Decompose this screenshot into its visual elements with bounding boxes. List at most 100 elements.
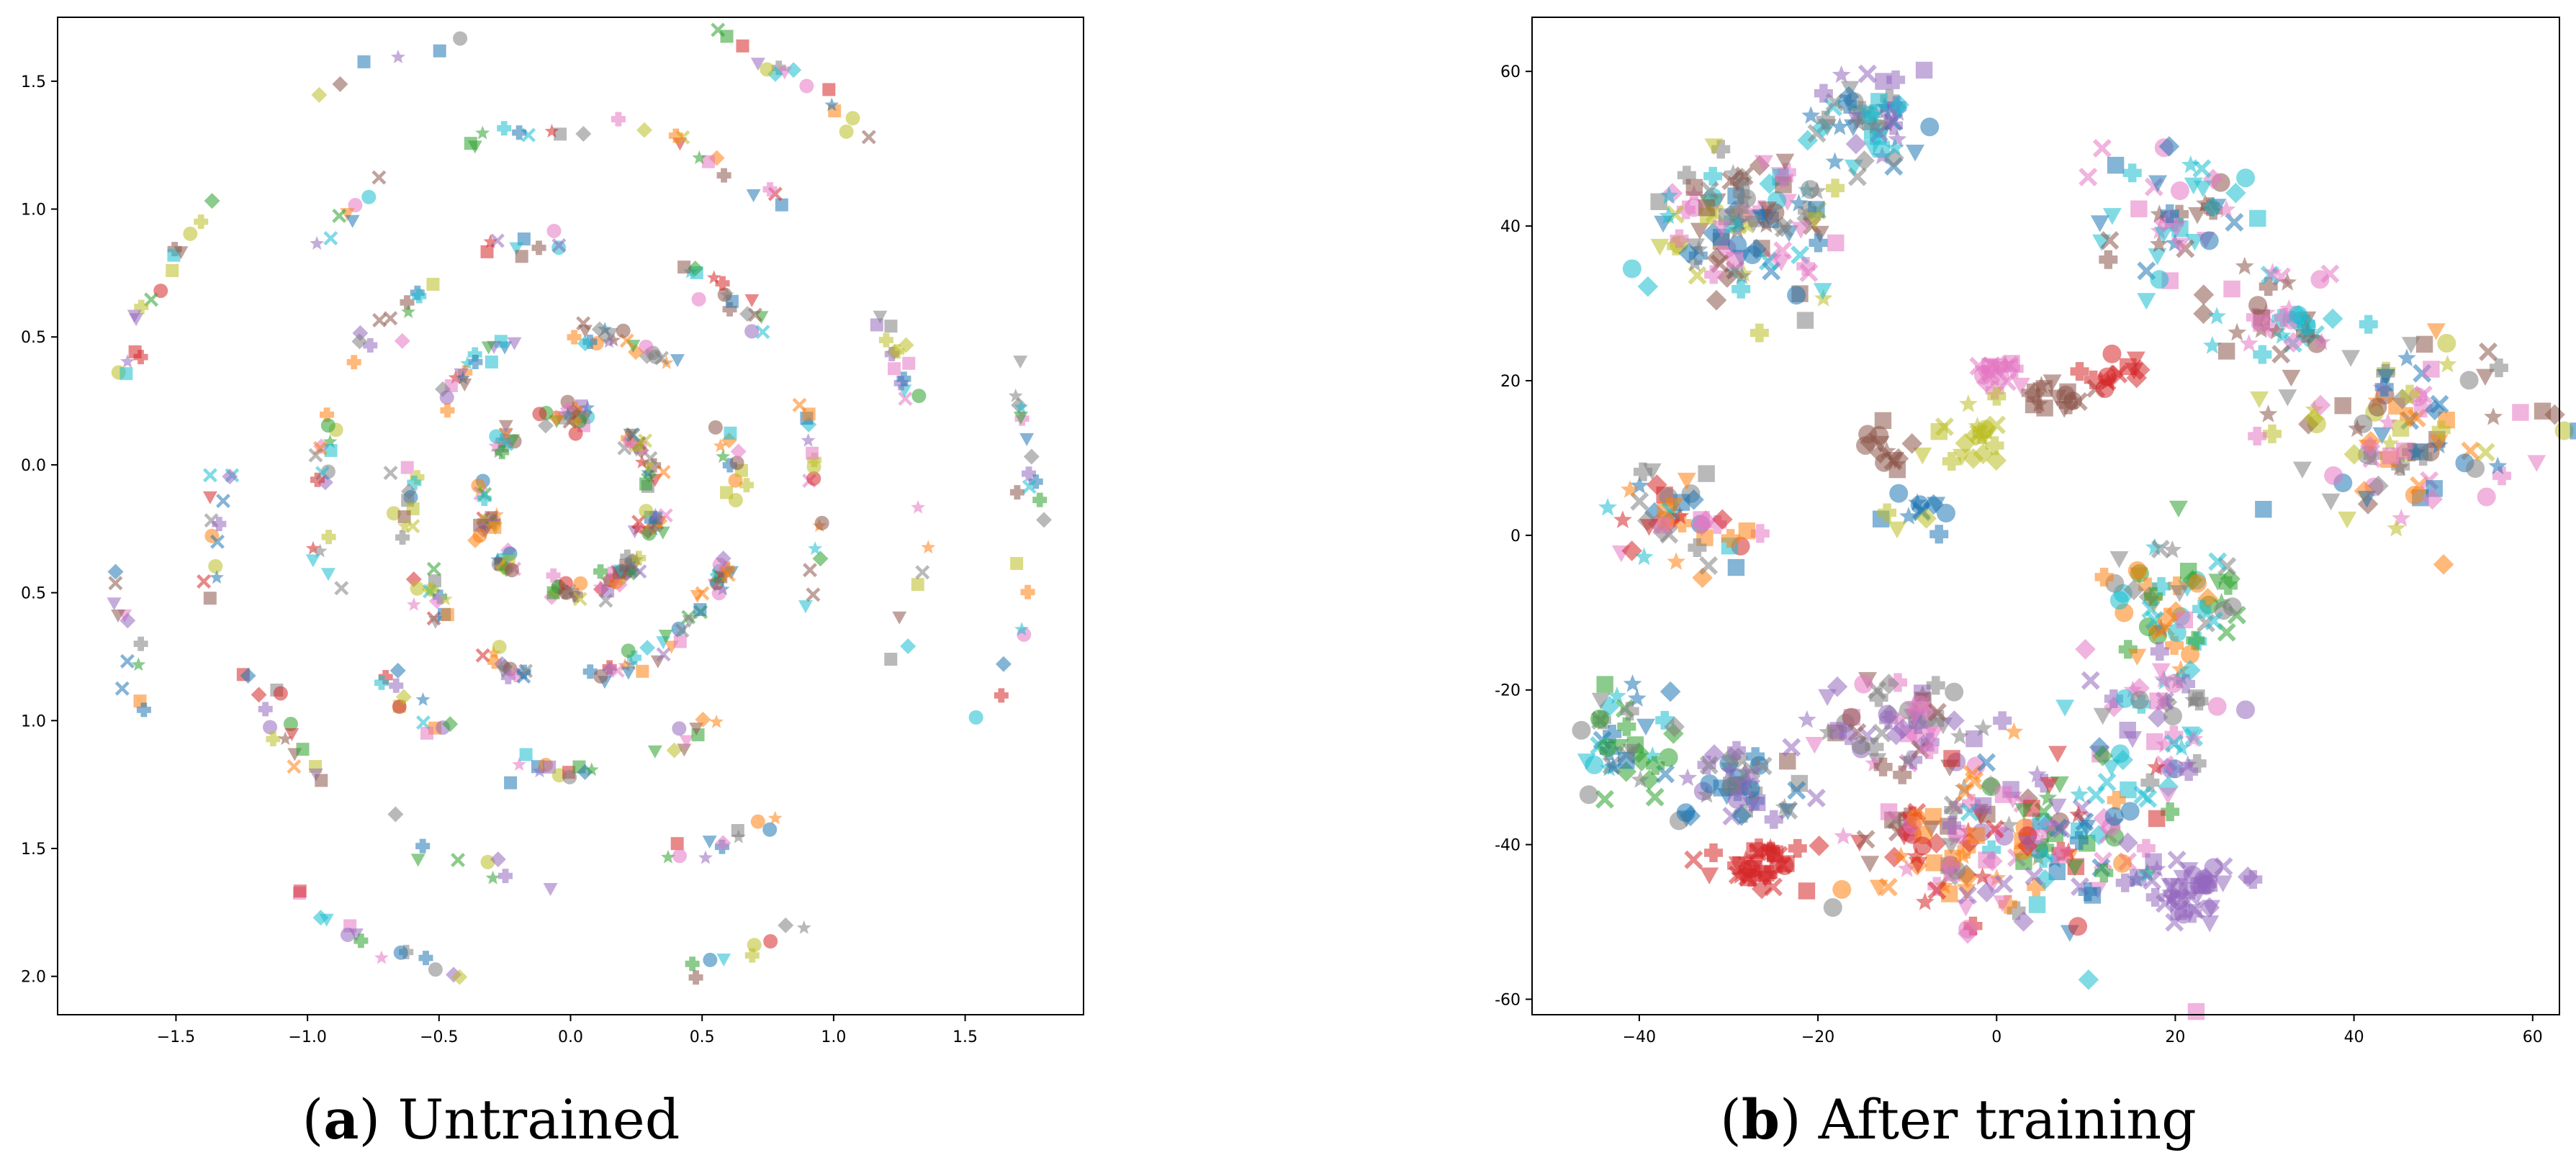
scatter-point <box>363 338 378 353</box>
scatter-point <box>2028 896 2046 913</box>
scatter-point <box>2188 574 2207 593</box>
scatter-point <box>2374 377 2394 397</box>
scatter-point <box>2140 773 2160 792</box>
scatter-point <box>1865 116 1885 134</box>
scatter-point <box>1622 743 1641 761</box>
scatter-point <box>1782 738 1801 757</box>
scatter-point <box>2218 576 2238 595</box>
scatter-point <box>415 692 431 706</box>
scatter-point <box>1659 748 1678 767</box>
scatter-point <box>890 344 905 359</box>
scatter-point <box>467 347 482 362</box>
scatter-point <box>107 597 122 611</box>
scatter-point <box>755 325 770 340</box>
caption-after-training: (b) After training <box>1720 1087 2197 1151</box>
scatter-point <box>2107 790 2126 810</box>
scatter-point <box>888 362 901 376</box>
scatter-point <box>672 848 687 864</box>
scatter-point <box>623 428 638 442</box>
scatter-point <box>120 612 136 629</box>
scatter-point <box>631 551 647 566</box>
scatter-point <box>2391 457 2410 476</box>
scatter-point <box>2151 663 2171 681</box>
scatter-point <box>1801 106 1821 124</box>
scatter-points-untrained <box>107 22 1053 985</box>
scatter-point <box>114 681 130 696</box>
scatter-point <box>2217 199 2236 218</box>
scatter-point <box>1730 866 1749 884</box>
scatter-point <box>311 86 328 103</box>
scatter-point <box>532 407 547 422</box>
scatter-point <box>1856 830 1875 849</box>
scatter-point <box>428 962 443 977</box>
scatter-point <box>1892 718 1914 739</box>
scatter-point <box>2171 667 2191 685</box>
scatter-point <box>661 849 675 864</box>
scatter-point <box>911 578 924 592</box>
scatter-point <box>2104 689 2123 708</box>
scatter-point <box>2266 321 2286 340</box>
scatter-point <box>673 635 687 648</box>
scatter-point <box>2094 864 2114 883</box>
scatter-point <box>1623 674 1642 692</box>
scatter-point <box>1965 771 1984 790</box>
scatter-point <box>2248 427 2267 446</box>
scatter-point <box>2127 648 2147 666</box>
scatter-point <box>507 337 522 350</box>
scatter-point <box>724 426 737 440</box>
scatter-point <box>475 125 490 140</box>
scatter-point <box>573 576 588 591</box>
scatter-point <box>994 688 1009 703</box>
scatter-point <box>1805 736 1824 754</box>
scatter-point <box>968 710 983 725</box>
scatter-point <box>1677 166 1696 185</box>
scatter-point <box>572 592 587 607</box>
scatter-point <box>708 420 723 435</box>
scatter-point <box>1738 216 1757 234</box>
scatter-point <box>796 920 811 934</box>
scatter-point <box>273 686 288 701</box>
scatter-point <box>1711 140 1731 159</box>
scatter-point <box>2278 273 2297 291</box>
scatter-point <box>472 528 487 543</box>
scatter-point <box>1870 425 1889 445</box>
scatter-point <box>1659 206 1678 225</box>
scatter-point <box>2144 587 2163 606</box>
y-tick-label: 1.0 <box>21 712 46 730</box>
scatter-point <box>1913 836 1932 856</box>
scatter-point <box>898 391 913 406</box>
scatter-point <box>485 356 498 369</box>
scatter-point <box>618 658 633 672</box>
scatter-point <box>808 541 823 556</box>
scatter-point <box>2310 270 2330 289</box>
scatter-point <box>2163 540 2182 558</box>
scatter-point <box>1849 113 1868 132</box>
scatter-point <box>1712 509 1733 530</box>
y-tick-label: -40 <box>1495 837 1521 855</box>
scatter-point <box>1010 556 1024 570</box>
caption-text-untrained: Untrained <box>397 1087 680 1151</box>
scatter-point <box>440 403 455 418</box>
plot-frame-untrained <box>57 17 1084 1015</box>
scatter-point <box>1732 266 1752 285</box>
scatter-point <box>1874 412 1892 430</box>
scatter-point <box>509 242 524 255</box>
scatter-point <box>558 576 573 591</box>
scatter-point <box>1692 567 1713 589</box>
scatter-point <box>1734 778 1754 797</box>
scatter-point <box>2199 897 2220 918</box>
scatter-point <box>807 453 822 468</box>
scatter-point <box>873 310 888 324</box>
scatter-point <box>287 759 302 774</box>
scatter-point <box>284 728 300 741</box>
scatter-point <box>1621 480 1639 498</box>
scatter-point <box>512 757 527 771</box>
scatter-point <box>1013 411 1028 425</box>
x-tick-label: −1.0 <box>288 1028 326 1046</box>
scatter-point <box>1683 489 1704 510</box>
scatter-point <box>1996 354 2015 373</box>
scatter-point <box>480 245 494 258</box>
scatter-point <box>1982 840 2001 859</box>
scatter-point <box>1904 695 1923 714</box>
